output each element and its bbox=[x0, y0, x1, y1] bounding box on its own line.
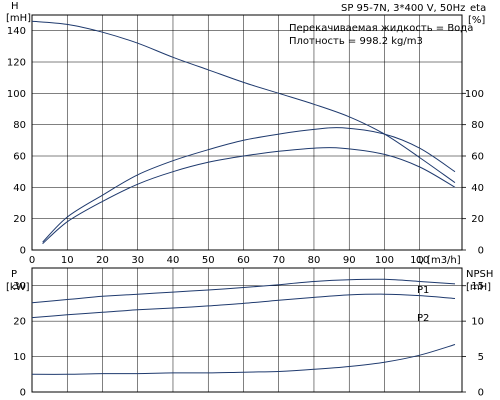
h-tick-label: 40 bbox=[13, 183, 26, 194]
x-tick-label: 80 bbox=[308, 255, 321, 266]
top-panel-grid bbox=[31, 14, 466, 251]
npsh-tick-label: 10 bbox=[471, 317, 484, 328]
eta-tick-label: 80 bbox=[471, 120, 484, 131]
p-tick-label: 0 bbox=[20, 388, 26, 399]
h-tick-label: 80 bbox=[13, 120, 26, 131]
npsh-axis-unit: [mH] bbox=[466, 282, 491, 293]
eta-tick-label: 100 bbox=[465, 89, 484, 100]
eta-axis-label: eta bbox=[470, 3, 486, 14]
x-tick-label: 0 bbox=[29, 255, 35, 266]
top-panel-frame bbox=[31, 14, 463, 251]
npsh-tick-label: 15 bbox=[471, 281, 484, 292]
h-axis-label: H bbox=[11, 1, 19, 12]
power-curve bbox=[31, 293, 456, 319]
npsh-tick-label: 5 bbox=[478, 352, 484, 363]
bottom-panel-curves bbox=[31, 278, 456, 375]
h-tick-label: 120 bbox=[7, 58, 26, 69]
efficiency-curve bbox=[42, 147, 456, 245]
p-axis-label: P bbox=[11, 269, 17, 280]
eta-tick-label: 20 bbox=[471, 214, 484, 225]
eta-tick-label: 40 bbox=[471, 183, 484, 194]
npsh-tick-label: 0 bbox=[478, 388, 484, 399]
power-curve bbox=[31, 278, 456, 304]
x-tick-label: 30 bbox=[131, 255, 144, 266]
x-tick-label: 70 bbox=[272, 255, 285, 266]
q-axis-label: Q [m3/h] bbox=[416, 255, 461, 266]
bottom-panel-grid bbox=[31, 267, 466, 393]
h-tick-label: 140 bbox=[7, 26, 26, 37]
p2-series-label: P2 bbox=[417, 313, 429, 324]
eta-axis-unit: [%] bbox=[468, 15, 485, 26]
x-tick-label: 90 bbox=[343, 255, 356, 266]
h-axis-unit: [mH] bbox=[6, 13, 31, 24]
x-tick-label: 10 bbox=[61, 255, 74, 266]
efficiency-curve bbox=[42, 127, 456, 243]
x-tick-label: 100 bbox=[375, 255, 394, 266]
p-tick-label: 30 bbox=[13, 281, 26, 292]
h-tick-label: 100 bbox=[7, 89, 26, 100]
x-tick-label: 40 bbox=[167, 255, 180, 266]
density-annotation: Плотность = 998.2 kg/m3 bbox=[289, 36, 423, 47]
bottom-panel-frame bbox=[31, 267, 463, 393]
npsh-curve bbox=[31, 344, 456, 375]
h-tick-label: 60 bbox=[13, 152, 26, 163]
liquid-annotation: Перекачиваемая жидкость = Вода bbox=[289, 23, 473, 34]
h-tick-label: 20 bbox=[13, 214, 26, 225]
top-panel-curves bbox=[31, 20, 456, 245]
tick-labels: 0 10 20 30 40 50 60 70 80 90 100 110020406080100120… bbox=[7, 26, 484, 398]
x-tick-label: 50 bbox=[202, 255, 215, 266]
eta-tick-label: 0 bbox=[478, 246, 484, 257]
p-tick-label: 10 bbox=[13, 352, 26, 363]
x-tick-label: 60 bbox=[237, 255, 250, 266]
eta-tick-label: 60 bbox=[471, 152, 484, 163]
p-tick-label: 20 bbox=[13, 317, 26, 328]
x-tick-label: 20 bbox=[96, 255, 109, 266]
npsh-axis-label: NPSH bbox=[466, 269, 493, 280]
p1-series-label: P1 bbox=[417, 285, 429, 296]
model-label: SP 95-7N, 3*400 V, 50Hz bbox=[341, 3, 465, 14]
h-tick-label: 0 bbox=[20, 246, 26, 257]
x-tick-label: 110 bbox=[410, 255, 429, 266]
p-axis-unit: [kW] bbox=[6, 282, 30, 293]
